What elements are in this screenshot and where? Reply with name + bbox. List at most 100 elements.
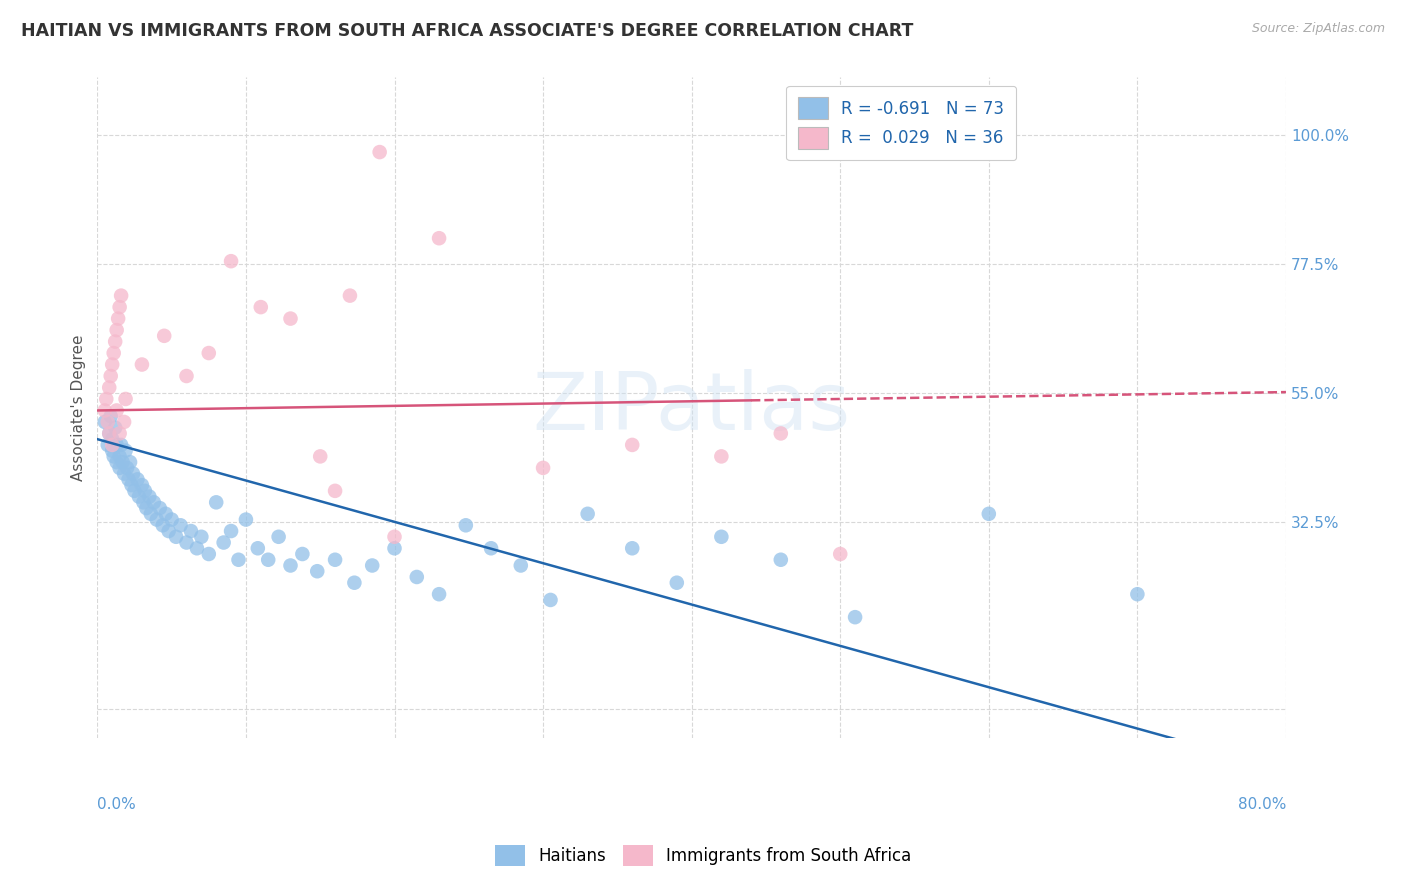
Point	[977, 507, 1000, 521]
Point	[105, 403, 128, 417]
Point	[186, 541, 208, 556]
Point	[104, 420, 127, 434]
Point	[105, 438, 128, 452]
Point	[384, 530, 406, 544]
Point	[169, 518, 191, 533]
Point	[307, 564, 329, 578]
Point	[228, 553, 250, 567]
Point	[138, 490, 160, 504]
Point	[153, 328, 176, 343]
Point	[103, 346, 125, 360]
Point	[128, 490, 150, 504]
Point	[621, 438, 644, 452]
Point	[621, 541, 644, 556]
Point	[110, 288, 132, 302]
Point	[291, 547, 314, 561]
Text: Source: ZipAtlas.com: Source: ZipAtlas.com	[1251, 22, 1385, 36]
Text: 80.0%: 80.0%	[1237, 797, 1286, 813]
Point	[427, 231, 450, 245]
Legend: R = -0.691   N = 73, R =  0.029   N = 36: R = -0.691 N = 73, R = 0.029 N = 36	[786, 86, 1017, 161]
Point	[108, 300, 131, 314]
Point	[540, 593, 562, 607]
Point	[197, 346, 219, 360]
Point	[96, 392, 118, 406]
Point	[309, 450, 332, 464]
Point	[205, 495, 228, 509]
Point	[115, 461, 138, 475]
Point	[98, 380, 121, 394]
Y-axis label: Associate's Degree: Associate's Degree	[72, 334, 86, 481]
Point	[339, 288, 361, 302]
Point	[135, 501, 157, 516]
Text: 0.0%: 0.0%	[97, 797, 136, 813]
Point	[142, 495, 165, 509]
Point	[323, 553, 346, 567]
Point	[710, 530, 733, 544]
Point	[94, 403, 117, 417]
Point	[361, 558, 384, 573]
Point	[114, 443, 136, 458]
Point	[165, 530, 187, 544]
Point	[101, 443, 124, 458]
Point	[132, 495, 155, 509]
Point	[108, 426, 131, 441]
Point	[98, 426, 121, 441]
Point	[97, 438, 120, 452]
Point	[830, 547, 852, 561]
Point	[235, 512, 257, 526]
Point	[101, 438, 124, 452]
Point	[105, 455, 128, 469]
Point	[111, 455, 134, 469]
Point	[212, 535, 235, 549]
Point	[323, 483, 346, 498]
Point	[769, 426, 792, 441]
Point	[131, 358, 153, 372]
Point	[103, 450, 125, 464]
Point	[219, 254, 242, 268]
Point	[479, 541, 502, 556]
Point	[112, 415, 135, 429]
Point	[1126, 587, 1149, 601]
Point	[122, 467, 145, 481]
Point	[257, 553, 280, 567]
Point	[110, 438, 132, 452]
Point	[280, 558, 302, 573]
Point	[710, 450, 733, 464]
Point	[101, 432, 124, 446]
Text: HAITIAN VS IMMIGRANTS FROM SOUTH AFRICA ASSOCIATE'S DEGREE CORRELATION CHART: HAITIAN VS IMMIGRANTS FROM SOUTH AFRICA …	[21, 22, 914, 40]
Point	[100, 369, 122, 384]
Point	[176, 369, 198, 384]
Point	[844, 610, 866, 624]
Point	[131, 478, 153, 492]
Point	[152, 518, 174, 533]
Point	[249, 300, 271, 314]
Point	[112, 467, 135, 481]
Point	[509, 558, 531, 573]
Point	[190, 530, 212, 544]
Point	[114, 392, 136, 406]
Point	[219, 524, 242, 538]
Point	[127, 472, 149, 486]
Point	[368, 145, 391, 159]
Point	[280, 311, 302, 326]
Point	[576, 507, 599, 521]
Point	[267, 530, 290, 544]
Text: ZIPatlas: ZIPatlas	[533, 368, 851, 447]
Legend: Haitians, Immigrants from South Africa: Haitians, Immigrants from South Africa	[486, 837, 920, 875]
Point	[139, 507, 162, 521]
Point	[121, 478, 143, 492]
Point	[124, 483, 146, 498]
Point	[117, 472, 139, 486]
Point	[180, 524, 202, 538]
Point	[665, 575, 688, 590]
Point	[149, 501, 172, 516]
Point	[134, 483, 156, 498]
Point	[108, 450, 131, 464]
Point	[176, 535, 198, 549]
Point	[197, 547, 219, 561]
Point	[101, 358, 124, 372]
Point	[246, 541, 269, 556]
Point	[405, 570, 427, 584]
Point	[107, 311, 129, 326]
Point	[155, 507, 177, 521]
